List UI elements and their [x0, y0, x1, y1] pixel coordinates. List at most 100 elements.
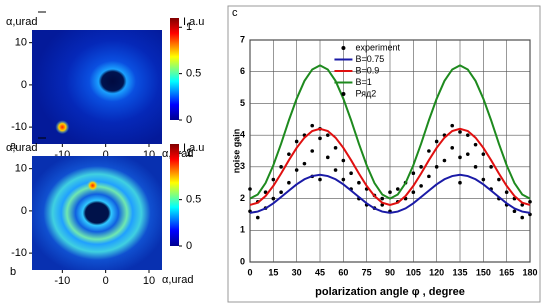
x-tick-label: 90	[385, 267, 395, 277]
data-point	[357, 180, 361, 185]
panel-label: b	[10, 266, 16, 278]
y-axis-label: noise gain	[231, 129, 241, 174]
curve	[249, 64, 531, 200]
data-point	[271, 177, 276, 182]
colorbar	[170, 18, 179, 120]
data-point	[411, 190, 416, 195]
y-tick-label: 5	[240, 98, 245, 108]
data-point	[395, 187, 400, 191]
legend-label: B=0.9	[355, 65, 379, 75]
x-tick-label: 75	[362, 267, 372, 277]
y-tick-label: 3	[240, 161, 245, 171]
data-point	[520, 215, 525, 220]
data-point	[333, 146, 338, 150]
legend-label: B=1	[355, 77, 371, 87]
x-tick-label: -10	[54, 275, 70, 287]
data-point	[318, 136, 322, 141]
data-point	[434, 139, 439, 144]
bright-spot	[55, 120, 70, 135]
legend-swatch	[341, 92, 346, 96]
x-tick-label: 0	[247, 267, 252, 277]
x-tick-label: 135	[452, 267, 467, 277]
y-tick-label: 4	[240, 130, 245, 140]
y-tick-label: 6	[240, 66, 245, 76]
data-point	[333, 168, 338, 172]
data-point	[504, 190, 509, 195]
y-axis-label: α,urad	[6, 142, 37, 154]
colorbar-tick-label: 0.5	[186, 68, 201, 80]
curve	[249, 173, 531, 214]
x-axis-label: polarization angle φ , degree	[315, 286, 465, 298]
y-tick-label: 1	[240, 225, 245, 235]
panel-label: a	[10, 140, 17, 152]
data-point	[248, 187, 252, 191]
data-point	[473, 165, 478, 169]
data-point	[349, 171, 353, 175]
data-point	[427, 174, 431, 179]
data-point	[255, 215, 260, 220]
colorbar-label: I,a.u	[183, 142, 204, 154]
data-point	[528, 199, 532, 204]
y-tick-label: 0	[21, 205, 27, 217]
data-point	[458, 155, 462, 160]
data-point	[458, 130, 462, 134]
data-point	[450, 123, 455, 128]
x-tick-label: 15	[268, 267, 278, 277]
colorbar-tick-label: 1	[186, 21, 192, 33]
data-point	[520, 203, 525, 207]
data-point	[489, 165, 493, 169]
data-point	[341, 177, 346, 182]
intensity-image	[32, 156, 162, 270]
y-tick-label: 10	[15, 163, 27, 175]
data-point	[287, 180, 291, 185]
data-point	[512, 209, 517, 214]
bright-spot	[86, 179, 99, 192]
data-point	[279, 190, 283, 195]
data-point	[450, 146, 455, 150]
data-point	[279, 165, 283, 169]
colorbar-label: I,a.u	[183, 16, 204, 28]
colorbar-tick-label: 1	[186, 147, 192, 159]
legend-swatch	[341, 46, 346, 50]
data-point	[380, 203, 385, 207]
data-point	[388, 190, 392, 195]
data-point	[325, 155, 330, 160]
x-tick-label: 120	[429, 267, 444, 277]
data-point	[318, 177, 322, 182]
data-point	[465, 133, 470, 137]
x-tick-label: 10	[143, 275, 155, 287]
data-point	[271, 196, 276, 201]
y-tick-label: 7	[240, 34, 245, 44]
y-tick-label: 0	[21, 79, 27, 91]
y-tick-label: 2	[240, 193, 245, 203]
colorbar-tick-label: 0.5	[186, 194, 201, 206]
data-point	[465, 152, 470, 156]
legend-label: B=0.75	[355, 54, 384, 64]
y-axis-label: α,urad	[6, 16, 37, 28]
data-point	[481, 177, 486, 182]
data-point	[325, 133, 330, 137]
colorbar	[170, 144, 179, 246]
y-tick-label: -10	[11, 247, 27, 259]
intensity-image	[32, 30, 162, 144]
data-point	[434, 165, 439, 169]
x-axis-label: α,urad	[162, 274, 193, 286]
y-tick-label: 10	[15, 37, 27, 49]
data-point	[458, 180, 462, 185]
data-point	[294, 168, 299, 172]
data-point	[473, 142, 478, 147]
legend-label: Ряд2	[355, 88, 376, 98]
data-point	[497, 177, 501, 182]
data-point	[419, 165, 423, 169]
panel-label: c	[232, 7, 238, 19]
y-tick-label: 0	[240, 256, 245, 266]
x-tick-label: 165	[499, 267, 514, 277]
x-tick-label: 60	[338, 267, 348, 277]
colorbar-tick-label: 0	[186, 114, 192, 126]
data-point	[294, 139, 299, 144]
data-point	[310, 149, 315, 153]
x-tick-label: 30	[292, 267, 302, 277]
colorbar-tick-label: 0	[186, 240, 192, 252]
x-tick-label: 105	[406, 267, 421, 277]
